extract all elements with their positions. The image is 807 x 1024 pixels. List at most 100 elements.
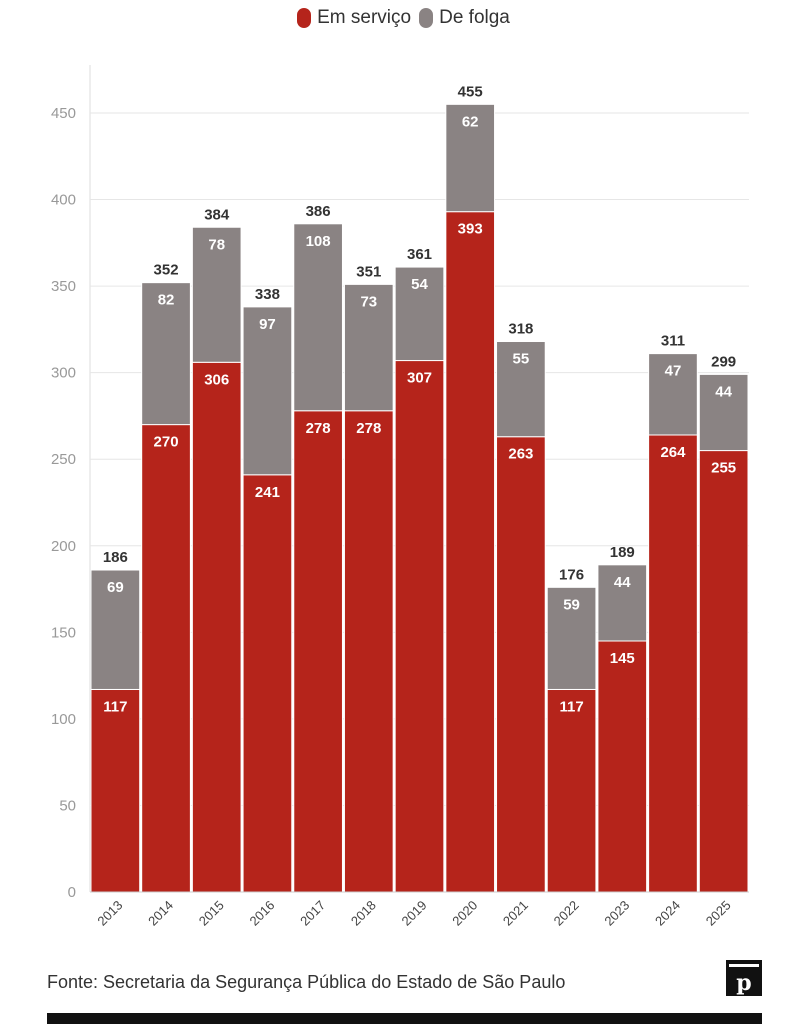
- bar-segment-label: 44: [614, 574, 631, 591]
- bar-segment-label: 255: [711, 460, 736, 477]
- bar-segment: [293, 223, 343, 412]
- legend-label-em-servico: Em serviço: [317, 7, 412, 28]
- bar-segment: [394, 360, 445, 893]
- x-tick-label: 2025: [703, 898, 734, 929]
- y-tick-label: 200: [51, 538, 76, 555]
- bar-total-label: 351: [356, 263, 381, 280]
- bar-segment: [90, 569, 141, 690]
- y-tick-label: 0: [68, 884, 76, 901]
- bar-segment-label: 264: [660, 444, 686, 461]
- bar-segment: [141, 424, 191, 893]
- bar-segment: [698, 450, 749, 893]
- bar-segment-label: 117: [559, 698, 583, 715]
- publisher-logo-letter: p: [736, 970, 751, 996]
- bar-segment-label: 108: [306, 233, 331, 250]
- x-tick-label: 2013: [94, 898, 125, 929]
- bar-segment: [394, 266, 445, 362]
- bar-segment: [293, 410, 343, 893]
- bar-segment: [343, 283, 394, 412]
- x-tick-label: 2018: [348, 898, 379, 929]
- legend-item-em-servico: Em serviço: [297, 7, 411, 29]
- bar-total-label: 318: [508, 321, 533, 338]
- bar-segment-label: 306: [204, 371, 229, 388]
- bar-segment: [546, 586, 597, 690]
- bar-segment-label: 278: [356, 420, 381, 437]
- bar-segment: [242, 306, 293, 476]
- bar-segment: [141, 282, 191, 426]
- y-tick-label: 150: [51, 624, 76, 641]
- bar-total-label: 361: [407, 246, 432, 263]
- y-tick-label: 50: [59, 797, 76, 814]
- legend-item-de-folga: De folga: [419, 7, 510, 29]
- legend-swatch-de-folga: [419, 8, 434, 28]
- bar-segment-label: 241: [255, 484, 280, 501]
- publisher-logo: p: [726, 960, 762, 996]
- y-tick-label: 250: [51, 451, 76, 468]
- bar-segment-label: 307: [407, 370, 432, 387]
- bar-total-label: 352: [154, 262, 179, 279]
- bar-segment-label: 97: [259, 316, 276, 333]
- bar-total-label: 384: [204, 206, 230, 223]
- bar-total-label: 338: [255, 286, 280, 303]
- legend-label-de-folga: De folga: [439, 7, 510, 28]
- bar-segment-label: 117: [103, 698, 127, 715]
- bar-segment-label: 54: [411, 276, 428, 293]
- bar-total-label: 455: [458, 83, 483, 100]
- bar-segment-label: 73: [360, 293, 377, 310]
- x-tick-label: 2024: [652, 898, 683, 929]
- bar-total-label: 299: [711, 353, 736, 370]
- bar-total-label: 311: [661, 333, 685, 350]
- bar-segment-label: 263: [508, 446, 533, 463]
- bar-total-label: 386: [306, 203, 331, 220]
- y-tick-label: 350: [51, 278, 76, 295]
- bar-segment-label: 145: [610, 650, 635, 667]
- bar-segment-label: 393: [458, 221, 483, 238]
- x-tick-label: 2021: [500, 898, 531, 929]
- bar-total-label: 186: [103, 549, 128, 566]
- bar-segment: [191, 226, 242, 363]
- y-tick-label: 450: [51, 105, 76, 122]
- bar-segment-label: 69: [107, 579, 124, 596]
- bar-segment-label: 44: [715, 383, 732, 400]
- bar-total-label: 176: [559, 566, 584, 583]
- bar-segment: [597, 564, 648, 642]
- bar-segment-label: 62: [462, 113, 479, 130]
- bar-segment: [343, 410, 394, 893]
- bar-segment-label: 78: [208, 236, 225, 253]
- x-tick-label: 2019: [399, 898, 430, 929]
- bar-segment-label: 47: [665, 363, 682, 380]
- y-tick-label: 300: [51, 365, 76, 382]
- bar-segment: [242, 474, 293, 893]
- bar-segment-label: 59: [563, 596, 580, 613]
- footer-bar: [47, 1013, 762, 1024]
- x-tick-label: 2014: [145, 898, 176, 929]
- x-tick-label: 2016: [246, 898, 277, 929]
- x-tick-label: 2022: [551, 898, 582, 929]
- legend-swatch-em-servico: [297, 8, 312, 28]
- x-tick-label: 2017: [297, 898, 328, 929]
- bar-segment-label: 278: [306, 420, 331, 437]
- bar-segment: [90, 688, 141, 893]
- bar-segment-label: 55: [513, 351, 530, 368]
- x-tick-label: 2015: [196, 898, 227, 929]
- bar-segment: [496, 341, 546, 438]
- bar-segment: [445, 211, 496, 893]
- bar-segment: [698, 373, 749, 452]
- bar-segment: [648, 434, 698, 893]
- source-note: Fonte: Secretaria da Segurança Pública d…: [47, 972, 566, 992]
- bar-segment: [445, 103, 496, 213]
- bar-segment: [496, 436, 546, 893]
- bar-segment-label: 270: [154, 434, 179, 451]
- bar-segment: [597, 640, 648, 893]
- y-tick-label: 400: [51, 192, 76, 209]
- x-tick-label: 2023: [601, 898, 632, 929]
- bar-segment: [191, 361, 242, 893]
- stacked-bar-chart: 0 50 100 150 200 250 300 350 400 450 117 69 186 2013 2…: [51, 65, 749, 929]
- legend: Em serviço De folga: [0, 7, 807, 29]
- x-tick-label: 2020: [449, 898, 480, 929]
- bar-segment: [546, 688, 597, 893]
- y-tick-label: 100: [51, 711, 76, 728]
- bar-segment: [648, 353, 698, 436]
- bar-total-label: 189: [610, 544, 635, 561]
- bar-segment-label: 82: [158, 292, 175, 309]
